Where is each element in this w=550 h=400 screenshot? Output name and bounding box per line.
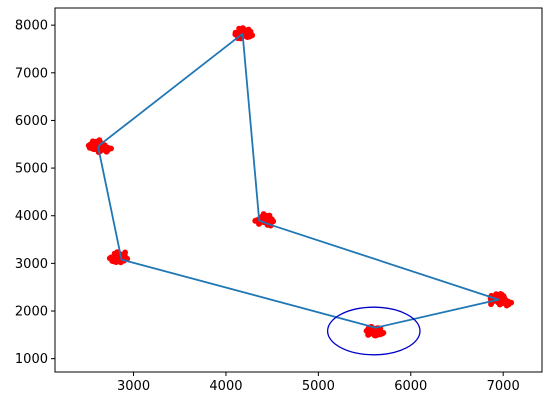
x-axis: 3000 4000 5000 6000 7000	[117, 372, 520, 394]
y-tick-label: 4000	[15, 209, 48, 224]
y-tick-label: 2000	[15, 305, 48, 320]
data-point-c5	[380, 329, 387, 336]
data-point-c6	[498, 291, 505, 298]
x-tick-label: 7000	[487, 379, 520, 394]
data-point-c5	[371, 332, 378, 338]
data-point-c2	[104, 144, 111, 151]
y-tick-label: 6000	[15, 114, 48, 129]
x-tick-label: 4000	[209, 379, 242, 394]
route-polyline	[97, 32, 500, 329]
data-point-c6	[505, 301, 512, 308]
y-tick-label: 3000	[15, 257, 48, 272]
data-point-c3	[266, 216, 273, 223]
data-point-c1	[236, 25, 243, 32]
data-point-c1	[245, 31, 251, 37]
data-point-c4	[111, 250, 118, 257]
data-point-c2	[89, 145, 95, 152]
highlight-ellipse-shape	[326, 306, 421, 356]
x-tick-label: 3000	[117, 379, 150, 394]
y-tick-label: 8000	[15, 19, 48, 34]
y-tick-label: 1000	[15, 352, 48, 367]
data-point-c5	[365, 332, 371, 338]
data-point-c6	[496, 301, 503, 308]
plot-frame	[54, 7, 543, 373]
y-tick-label: 5000	[15, 162, 48, 177]
highlight-ellipse	[326, 306, 421, 356]
data-point-c4	[106, 255, 113, 262]
data-points	[85, 25, 515, 339]
x-tick-label: 6000	[394, 379, 427, 394]
y-axis: 1000 2000 3000 4000 5000 6000 7000 8000	[15, 19, 55, 367]
x-tick-label: 5000	[302, 379, 335, 394]
route-line	[97, 32, 500, 329]
y-tick-label: 7000	[15, 66, 48, 81]
